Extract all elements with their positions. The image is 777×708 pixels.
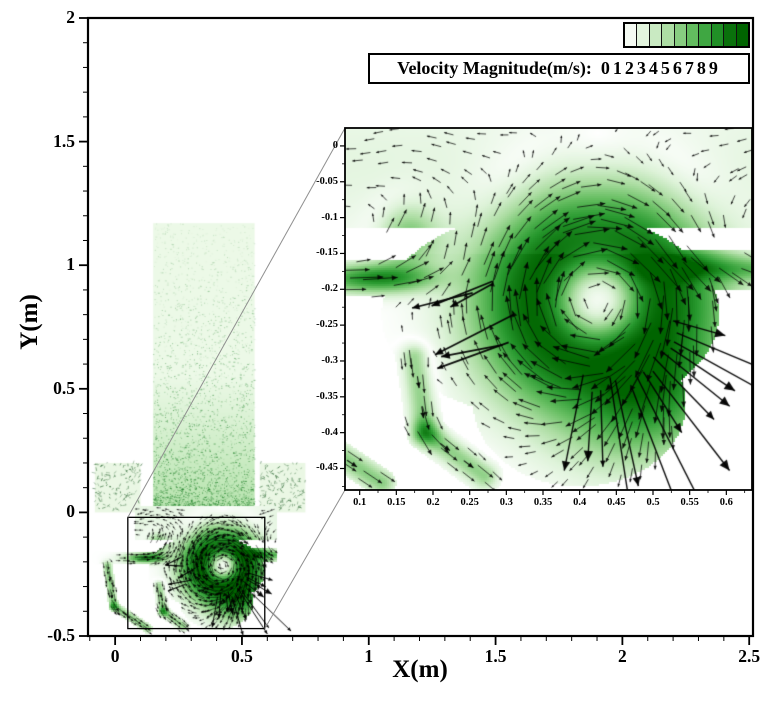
colorbar-segment: [698, 24, 711, 46]
main-x-tick-label: 2: [618, 646, 627, 666]
main-x-tick-label: 0.5: [231, 646, 253, 666]
y-axis-label: Y(m): [16, 294, 43, 350]
main-y-tick-label: 0: [66, 501, 75, 522]
main-y-tick-label: 1: [66, 254, 75, 275]
x-axis-label: X(m): [392, 656, 448, 683]
legend-title: Velocity Magnitude(m/s):: [397, 58, 592, 78]
main-y-tick-label: 2: [66, 7, 75, 27]
colorbar-segment: [686, 24, 699, 46]
main-y-tick-label: -0.5: [47, 625, 75, 645]
main-y-tick-label: 1.5: [53, 130, 75, 151]
colorbar-segment: [625, 24, 637, 46]
colorbar-segment: [710, 24, 724, 46]
colorbar-segment: [636, 24, 649, 46]
legend-colorbar: [623, 22, 750, 48]
inset-plot-field-canvas: [345, 128, 752, 490]
colorbar-segment: [661, 24, 674, 46]
legend-level-values: 0123456789: [600, 58, 721, 78]
colorbar-segment: [735, 24, 749, 46]
main-y-tick-label: 0.5: [53, 377, 75, 398]
colorbar-segment: [723, 24, 736, 46]
colorbar-segment: [673, 24, 687, 46]
legend-label-box: Velocity Magnitude(m/s): 0123456789: [368, 53, 750, 84]
main-x-tick-label: 0: [110, 646, 120, 666]
main-x-tick-label: 2.5: [738, 646, 761, 666]
colorbar-segment: [648, 24, 662, 46]
